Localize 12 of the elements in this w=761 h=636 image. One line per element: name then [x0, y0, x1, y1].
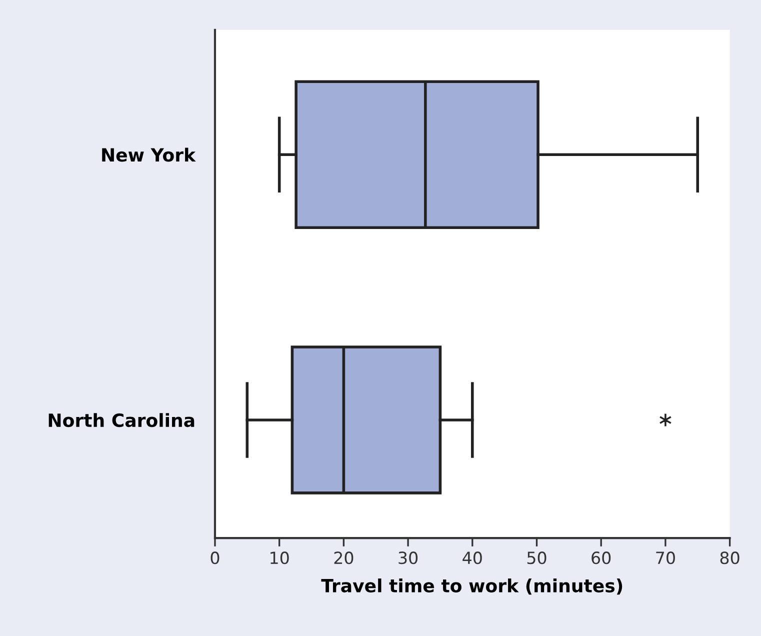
x-axis-title: Travel time to work (minutes): [321, 578, 622, 595]
y-tick-label: New York: [102, 148, 196, 162]
x-tick-label: 40: [462, 552, 482, 564]
x-tick-label: 70: [656, 552, 675, 564]
x-tick-label: 50: [527, 552, 546, 564]
x-tick-label: 0: [210, 552, 220, 564]
y-tick-label: North Carolina: [48, 413, 194, 428]
x-tick-label: 10: [270, 552, 289, 564]
x-tick-label: 20: [334, 552, 354, 564]
x-tick-label: 60: [592, 552, 611, 564]
x-tick-label: 30: [398, 552, 418, 564]
x-tick-label: 80: [720, 552, 740, 564]
